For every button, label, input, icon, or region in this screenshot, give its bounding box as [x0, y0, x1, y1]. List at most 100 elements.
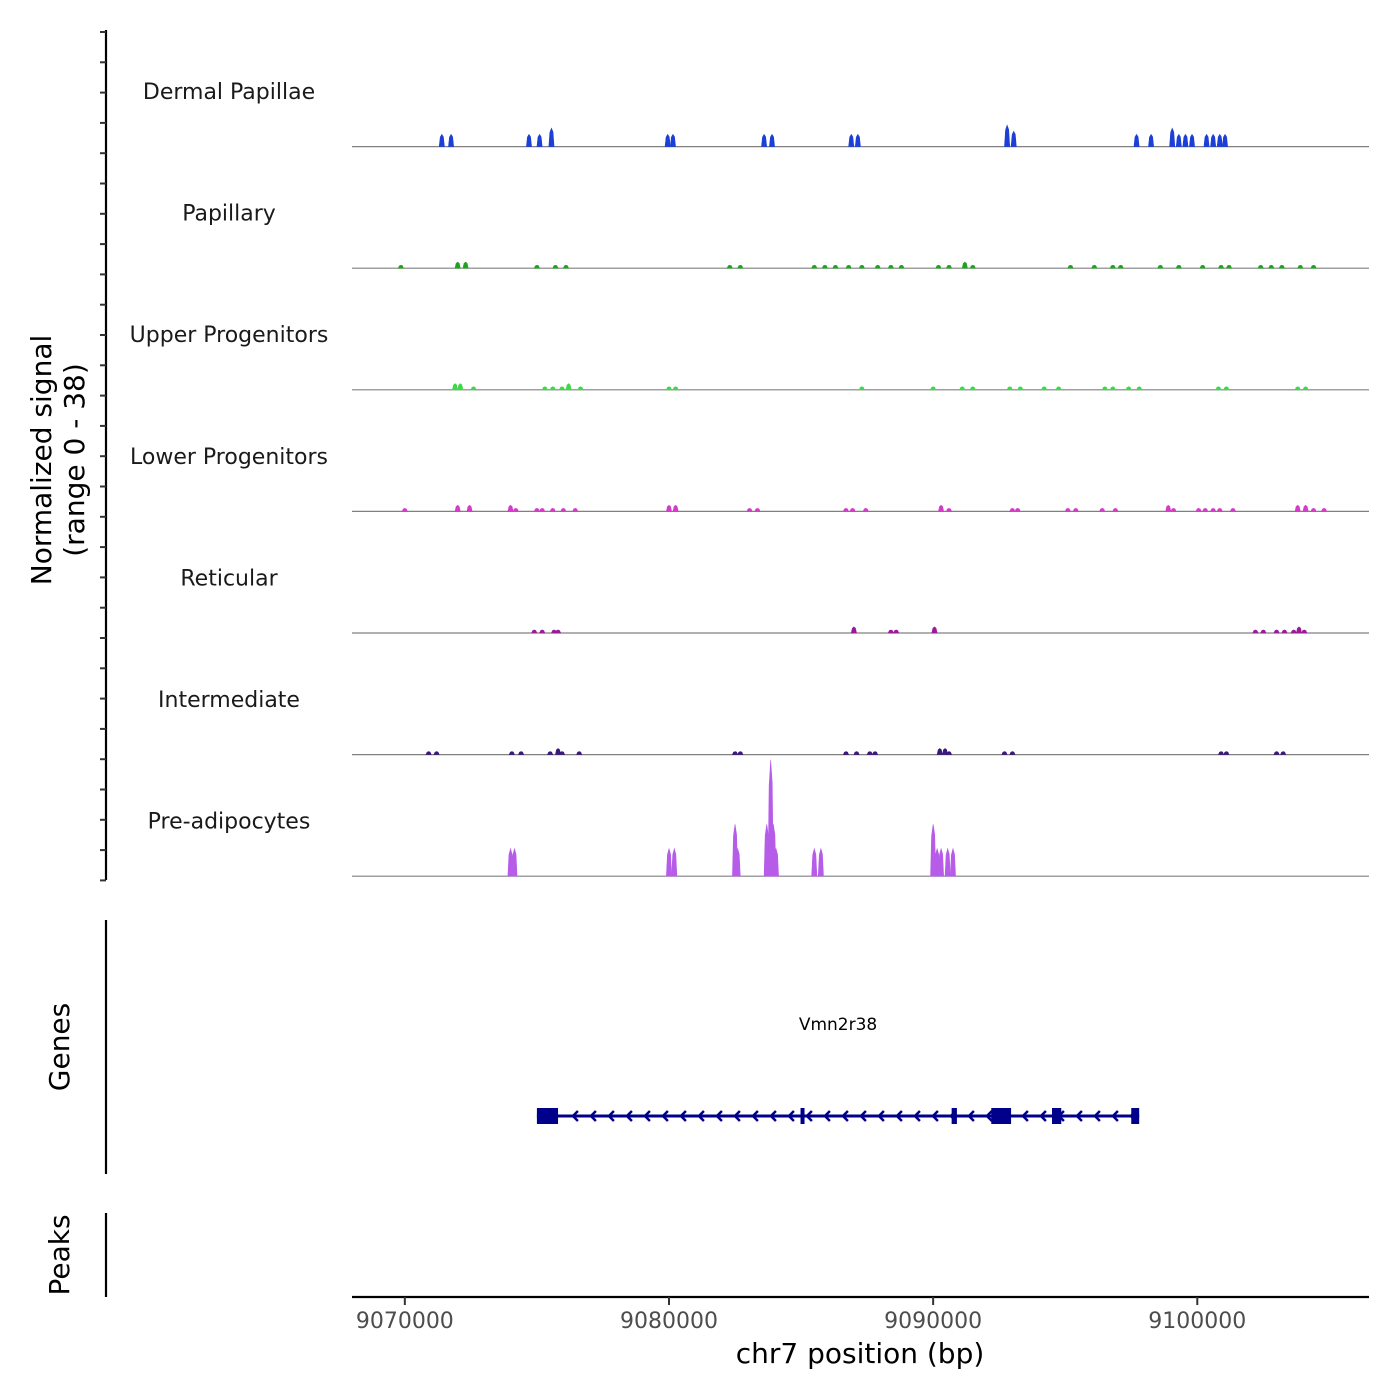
signal-peak — [1294, 386, 1301, 391]
signal-peak — [842, 508, 850, 512]
x-axis-title: chr7 position (bp) — [736, 1337, 985, 1370]
signal-peak — [930, 386, 937, 391]
signal-peak — [1216, 133, 1223, 147]
signal-peak — [849, 508, 856, 512]
signal-peak — [866, 751, 873, 755]
signal-peak — [936, 748, 943, 755]
signal-peak — [558, 386, 566, 391]
signal-peak — [576, 751, 583, 755]
track-label-4: Lower Progenitors — [130, 445, 328, 470]
signal-peak — [1009, 751, 1016, 755]
x-tick-label: 9070000 — [356, 1309, 454, 1334]
signal-peak — [887, 264, 894, 269]
gene-exon — [536, 1108, 559, 1124]
track-label-7: Pre-adipocytes — [148, 810, 311, 835]
signal-peak — [1055, 386, 1062, 391]
signal-peak — [746, 508, 753, 512]
signal-peak — [565, 383, 572, 391]
signal-peak — [1252, 629, 1259, 634]
signal-peak — [1101, 386, 1108, 391]
x-axis-ticks: 9070000 9080000 9090000 9100000 — [356, 1297, 1246, 1334]
signal-peak — [547, 751, 554, 755]
signal-peak — [898, 264, 905, 269]
signal-peak — [470, 386, 477, 391]
signal-peak — [1218, 751, 1225, 755]
signal-peak — [454, 504, 461, 512]
signal-peak — [1229, 508, 1237, 512]
signal-peak — [1170, 508, 1177, 512]
signal-peak — [1136, 386, 1143, 391]
signal-peak — [1169, 127, 1176, 147]
strand-chevron — [679, 1110, 687, 1122]
signal-peak — [1302, 386, 1309, 391]
signal-peak — [1296, 626, 1302, 634]
track-label-2: Papillary — [182, 202, 276, 227]
signal-track-2 — [397, 261, 1317, 269]
strand-chevron — [1075, 1110, 1083, 1122]
signal-peak — [448, 133, 454, 147]
signal-peak — [737, 264, 744, 269]
signal-peak — [549, 508, 556, 512]
gene-exon — [991, 1108, 1012, 1124]
strand-chevron — [589, 1110, 597, 1122]
signal-peak — [938, 504, 945, 512]
signal-track-3 — [452, 383, 1309, 391]
signal-peak — [558, 751, 566, 755]
strand-chevron — [859, 1110, 867, 1122]
signal-peak — [1099, 508, 1106, 512]
signal-peak — [518, 751, 525, 755]
signal-peak — [726, 264, 733, 269]
signal-peak — [969, 264, 976, 269]
signal-peak — [526, 133, 532, 147]
gene-model: Vmn2r38 — [536, 1015, 1140, 1124]
signal-peak — [858, 386, 865, 391]
strand-chevron — [805, 1110, 813, 1122]
strand-chevron — [895, 1110, 903, 1122]
signal-track-4 — [401, 504, 1328, 512]
signal-peak — [1218, 264, 1225, 269]
signal-peak — [1210, 133, 1217, 147]
signal-peak — [666, 504, 672, 512]
signal-peak — [457, 383, 464, 391]
signal-peak — [1273, 629, 1280, 634]
signal-peak — [466, 504, 473, 512]
signal-peak — [577, 386, 584, 391]
signal-y-ticks — [100, 31, 106, 882]
signal-track-7 — [507, 760, 956, 877]
track-baselines — [352, 146, 1369, 877]
strand-chevron — [769, 1110, 777, 1122]
strand-chevron — [751, 1110, 759, 1122]
signal-peak — [850, 626, 857, 634]
signal-peak — [1195, 508, 1202, 512]
strand-chevron — [841, 1110, 849, 1122]
signal-peak — [572, 508, 579, 512]
signal-peak — [1006, 386, 1013, 391]
signal-peak — [1278, 264, 1285, 269]
signal-peak — [734, 847, 741, 877]
signal-peak — [539, 508, 546, 512]
signal-peak — [533, 264, 540, 269]
signal-peak — [1260, 629, 1267, 634]
signal-peak — [1202, 508, 1209, 512]
strand-chevron — [1039, 1110, 1047, 1122]
signal-peak — [1175, 133, 1182, 147]
signal-peak — [511, 847, 518, 877]
strand-chevron — [877, 1110, 885, 1122]
signal-peak — [1223, 751, 1230, 755]
signal-peak — [832, 264, 839, 269]
signal-axis-title-line1: Normalized signal — [25, 335, 58, 586]
signal-peak — [672, 504, 679, 512]
signal-peak — [1148, 133, 1155, 147]
signal-peak — [531, 629, 538, 634]
signal-peak — [961, 261, 968, 269]
signal-peak — [452, 383, 458, 391]
signal-peak — [773, 847, 779, 877]
signal-peak — [969, 386, 976, 391]
signal-peak — [554, 629, 562, 634]
signal-peak — [1157, 264, 1164, 269]
gene-exon — [1052, 1108, 1062, 1124]
strand-chevron — [625, 1110, 633, 1122]
track-signals — [397, 124, 1328, 877]
signal-peak — [848, 133, 855, 147]
track-label-5: Reticular — [180, 566, 278, 591]
